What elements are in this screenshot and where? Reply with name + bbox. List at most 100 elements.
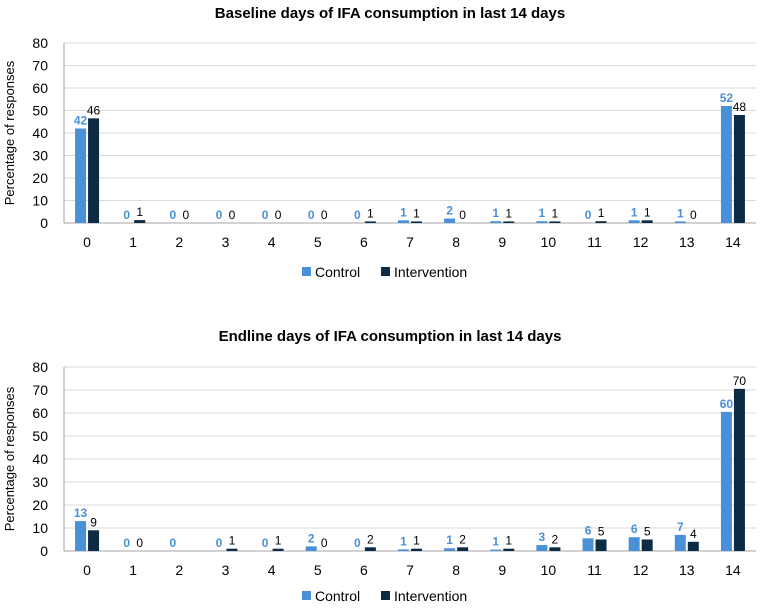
baseline-data-label-intervention: 1: [598, 206, 605, 220]
baseline-data-label-control: 2: [446, 204, 453, 218]
baseline-data-label-control: 1: [400, 205, 407, 219]
baseline-data-label-intervention: 0: [690, 208, 697, 222]
baseline-y-tick-label: 70: [32, 58, 48, 74]
endline-data-label-intervention: 0: [136, 536, 143, 550]
baseline-bar-intervention: [364, 221, 376, 223]
baseline-y-tick-label: 80: [32, 35, 48, 51]
endline-data-label-control: 7: [677, 520, 684, 534]
endline-data-label-intervention: 1: [505, 534, 512, 548]
endline-data-label-control: 1: [446, 533, 453, 547]
endline-bar-control: [490, 549, 502, 551]
baseline-bar-intervention: [503, 221, 515, 223]
endline-data-label-control: 0: [262, 536, 269, 550]
endline-data-label-control: 60: [720, 397, 734, 411]
endline-data-label-intervention: 1: [229, 534, 236, 548]
endline-bar-control: [674, 534, 686, 551]
baseline-bar-control: [674, 221, 686, 223]
endline-y-tick-label: 60: [32, 405, 48, 421]
baseline-bar-control: [398, 220, 409, 223]
endline-data-label-intervention: 5: [644, 525, 651, 539]
endline-bar-intervention: [641, 539, 653, 551]
endline-data-label-control: 0: [354, 536, 361, 550]
endline-x-tick-label: 7: [406, 562, 414, 578]
endline-x-tick-label: 6: [360, 562, 368, 578]
endline-bar-intervention: [549, 547, 561, 551]
baseline-y-tick-label: 50: [32, 103, 48, 119]
endline-y-tick-label: 50: [32, 428, 48, 444]
baseline-y-tick-label: 20: [32, 170, 48, 186]
endline-y-tick-label: 0: [40, 543, 48, 559]
baseline-bar-intervention: [641, 220, 653, 223]
baseline-legend-swatch-intervention: [381, 267, 390, 276]
baseline-y-tick-label: 30: [32, 148, 48, 164]
endline-x-tick-label: 1: [129, 562, 137, 578]
baseline-data-label-intervention: 0: [182, 208, 189, 222]
baseline-data-label-control: 1: [631, 205, 638, 219]
baseline-data-label-intervention: 1: [367, 206, 374, 220]
baseline-x-tick-label: 6: [360, 234, 368, 250]
baseline-bar-intervention: [88, 118, 100, 223]
endline-x-tick-label: 4: [268, 562, 276, 578]
endline-data-label-intervention: 2: [552, 532, 559, 546]
endline-bar-control: [444, 548, 456, 551]
endline-x-tick-label: 12: [633, 562, 649, 578]
endline-data-label-intervention: 2: [367, 532, 374, 546]
baseline-bar-intervention: [549, 221, 561, 223]
baseline-data-label-intervention: 46: [87, 103, 101, 117]
baseline-data-label-control: 52: [720, 91, 734, 105]
baseline-data-label-intervention: 1: [644, 205, 651, 219]
endline-data-label-intervention: 2: [459, 532, 466, 546]
baseline-bar-control: [444, 218, 456, 223]
endline-bar-intervention: [411, 548, 422, 551]
endline-x-tick-label: 3: [222, 562, 230, 578]
endline-data-label-control: 1: [400, 534, 407, 548]
baseline-data-label-intervention: 1: [552, 206, 559, 220]
endline-data-label-control: 0: [123, 536, 130, 550]
endline-y-tick-label: 20: [32, 497, 48, 513]
endline-data-label-control: 6: [631, 522, 638, 536]
baseline-bar-control: [75, 128, 87, 223]
endline-bar-intervention: [687, 541, 699, 551]
endline-bar-control: [720, 411, 732, 551]
endline-x-tick-label: 14: [725, 562, 741, 578]
endline-x-tick-label: 13: [679, 562, 695, 578]
endline-legend-swatch-control: [302, 591, 311, 600]
baseline-bar-control: [628, 220, 640, 223]
endline-data-label-intervention: 9: [90, 515, 97, 529]
endline-data-label-control: 0: [216, 536, 223, 550]
baseline-x-tick-label: 7: [406, 234, 414, 250]
baseline-x-tick-label: 10: [541, 234, 557, 250]
endline-data-label-control: 1: [492, 535, 499, 549]
baseline-data-label-intervention: 0: [459, 208, 466, 222]
endline-x-tick-label: 10: [541, 562, 557, 578]
baseline-bar-intervention: [134, 220, 146, 223]
endline-x-tick-label: 0: [83, 562, 91, 578]
endline-bar-intervention: [364, 547, 376, 551]
endline-data-label-intervention: 1: [275, 534, 282, 548]
baseline-x-tick-label: 14: [725, 234, 741, 250]
endline-x-tick-label: 2: [175, 562, 183, 578]
baseline-bar-intervention: [411, 221, 422, 223]
baseline-legend-label-control: Control: [315, 264, 360, 280]
baseline-data-label-intervention: 1: [505, 206, 512, 220]
baseline-x-tick-label: 3: [222, 234, 230, 250]
endline-data-label-intervention: 4: [690, 527, 697, 541]
endline-y-tick-label: 10: [32, 520, 48, 536]
baseline-bar-intervention: [595, 221, 607, 223]
endline-bar-intervention: [733, 388, 745, 551]
endline-data-label-intervention: 0: [321, 536, 328, 550]
endline-data-label-intervention: 70: [733, 374, 747, 388]
baseline-data-label-intervention: 0: [229, 208, 236, 222]
baseline-legend-swatch-control: [302, 267, 311, 276]
endline-bar-intervention: [595, 539, 607, 551]
baseline-data-label-control: 0: [308, 208, 315, 222]
endline-bar-control: [582, 538, 594, 551]
endline-bar-intervention: [457, 547, 469, 551]
baseline-data-label-intervention: 1: [136, 205, 143, 219]
baseline-x-tick-label: 9: [498, 234, 506, 250]
endline-x-tick-label: 9: [498, 562, 506, 578]
endline-x-tick-label: 11: [587, 562, 602, 578]
baseline-data-label-control: 1: [677, 206, 684, 220]
endline-data-label-control: 3: [539, 530, 546, 544]
baseline-data-label-control: 0: [262, 208, 269, 222]
